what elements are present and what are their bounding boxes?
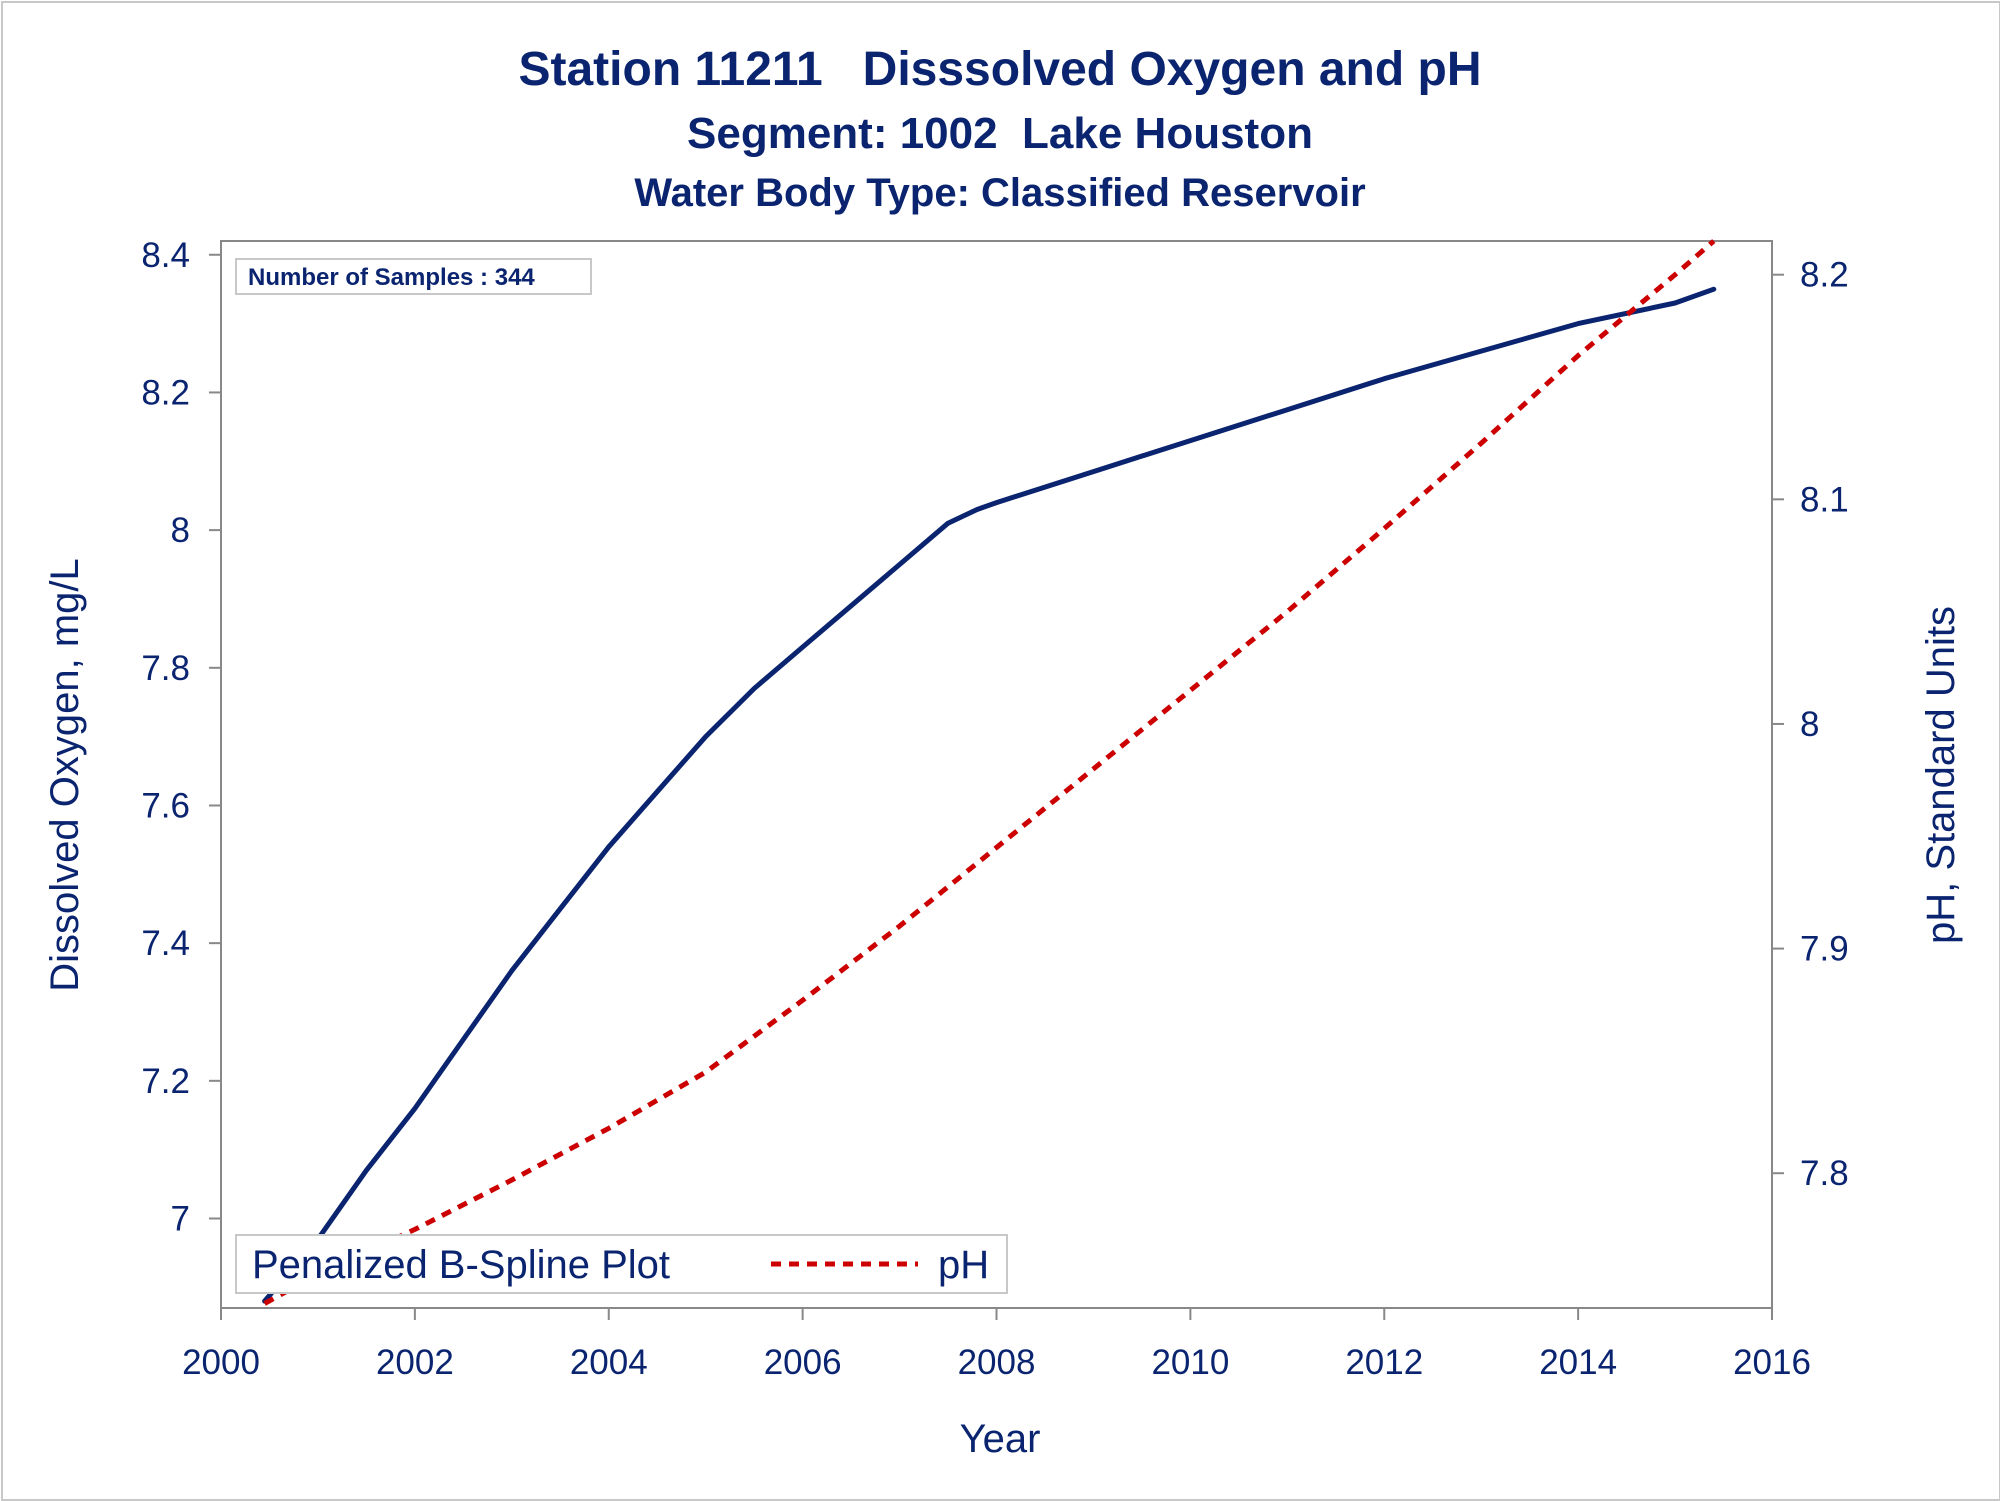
x-tick-label: 2012 (1345, 1343, 1423, 1382)
y-tick-label: 8.4 (141, 236, 190, 275)
y-tick-label: 7.8 (141, 649, 190, 688)
x-tick-label: 2014 (1539, 1343, 1617, 1382)
x-tick-label: 2016 (1733, 1343, 1811, 1382)
y-tick-label: 7 (171, 1200, 190, 1239)
y2-tick-label: 7.9 (1800, 930, 1849, 969)
legend: Penalized B-Spline Plot pH (235, 1234, 1008, 1294)
legend-ph-label: pH (938, 1243, 989, 1287)
chart-subtitle-2: Water Body Type: Classified Reservoir (634, 171, 1365, 215)
y-axis-label: Dissolved Oxygen, mg/L (43, 558, 87, 992)
legend-title: Penalized B-Spline Plot (252, 1243, 670, 1287)
chart-subtitle: Segment: 1002 Lake Houston (687, 109, 1313, 158)
x-tick-label: 2004 (570, 1343, 648, 1382)
y-axis-left: 7 7.2 7.4 7.6 7.8 8 8.2 8.4 (141, 236, 221, 1239)
y-tick-label: 7.4 (141, 924, 190, 963)
legend-frame (235, 1234, 1008, 1294)
y-tick-label: 8 (171, 511, 190, 550)
y2-axis-label: pH, Standard Units (1919, 606, 1963, 944)
y2-tick-label: 8 (1800, 705, 1819, 744)
y-tick-label: 7.6 (141, 786, 190, 825)
sample-count-frame (235, 258, 592, 295)
x-tick-label: 2008 (958, 1343, 1036, 1382)
dissolved-oxygen-line (262, 286, 1717, 1304)
x-tick-label: 2010 (1151, 1343, 1229, 1382)
y2-tick-label: 8.2 (1800, 256, 1849, 295)
y-axis-right: 7.8 7.9 8 8.1 8.2 (1772, 256, 1849, 1193)
x-tick-label: 2006 (764, 1343, 842, 1382)
sample-count-box: Number of Samples : 344 (235, 258, 592, 295)
x-tick-label: 2000 (182, 1343, 260, 1382)
sample-count-text: Number of Samples : 344 (248, 264, 535, 291)
y-tick-label: 7.2 (141, 1062, 190, 1101)
x-axis: 2000 2002 2004 2006 2008 2010 2012 2014 2016 (182, 1307, 1811, 1382)
plot-area (220, 240, 1773, 1309)
y2-tick-label: 8.1 (1800, 480, 1849, 519)
series-layer (262, 239, 1717, 1306)
ph-line (263, 239, 1716, 1306)
y2-tick-label: 7.8 (1800, 1154, 1849, 1193)
x-axis-label: Year (960, 1417, 1041, 1461)
chart-title: Station 11211 Disssolved Oxygen and pH (518, 43, 1481, 96)
x-tick-label: 2002 (376, 1343, 454, 1382)
y-tick-label: 8.2 (141, 373, 190, 412)
